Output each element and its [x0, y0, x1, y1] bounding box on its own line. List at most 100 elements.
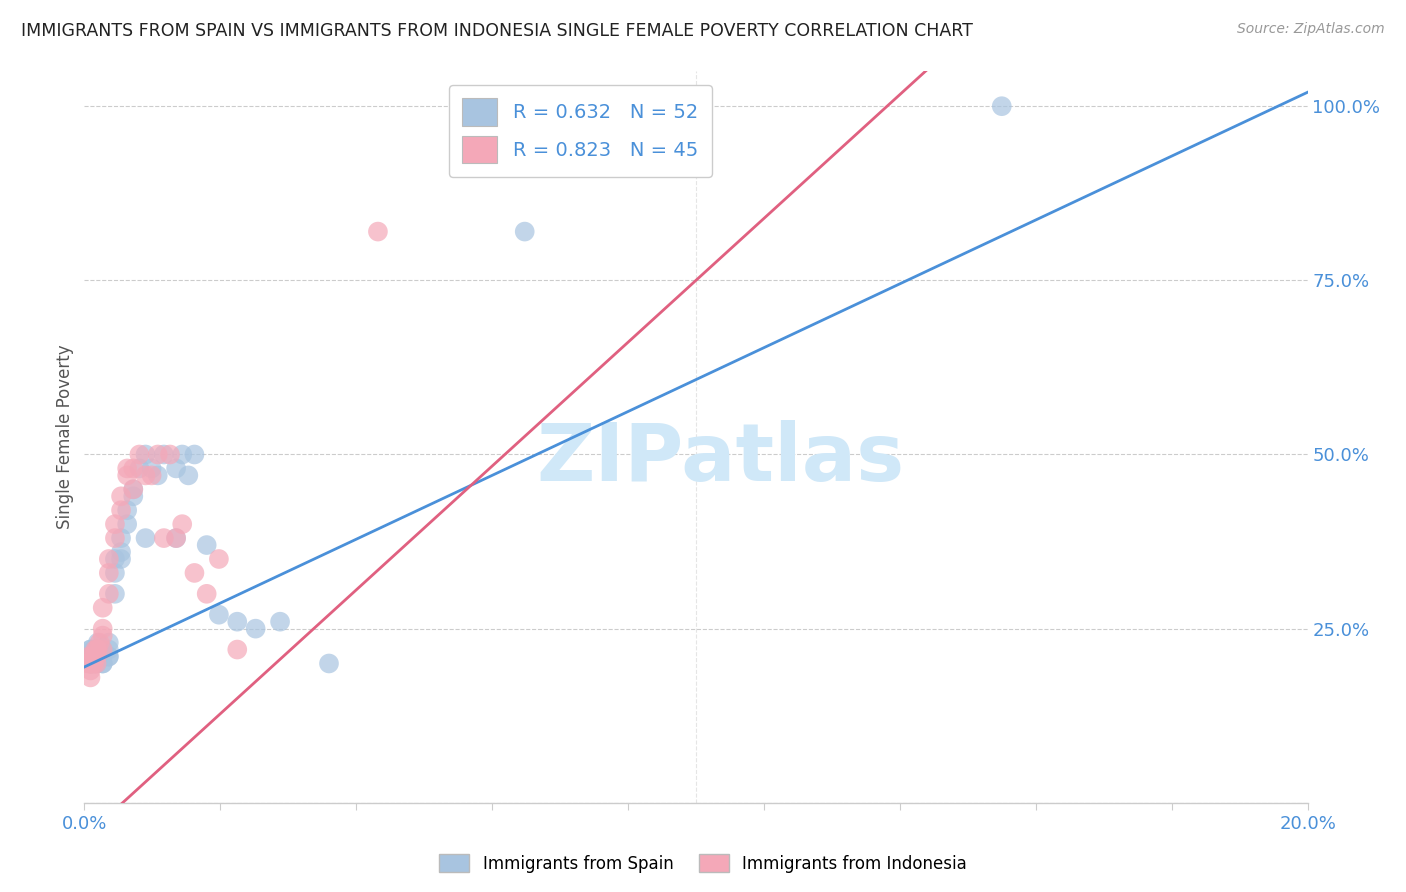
Point	[79, 657, 101, 671]
Point	[82, 649, 104, 664]
Point	[165, 461, 187, 475]
Point	[87, 635, 110, 649]
Point	[110, 531, 132, 545]
Point	[115, 461, 138, 475]
Point	[172, 448, 194, 462]
Point	[165, 531, 187, 545]
Point	[91, 657, 114, 671]
Point	[245, 622, 267, 636]
Point	[135, 531, 157, 545]
Point	[122, 483, 145, 497]
Point	[80, 649, 103, 664]
Point	[83, 657, 105, 671]
Point	[208, 552, 231, 566]
Point	[97, 649, 120, 664]
Point	[128, 448, 150, 462]
Point	[76, 657, 98, 671]
Point	[128, 461, 150, 475]
Point	[79, 657, 101, 671]
Point	[79, 642, 101, 657]
Point	[104, 552, 127, 566]
Point	[115, 517, 138, 532]
Point	[77, 649, 100, 664]
Point	[110, 503, 132, 517]
Point	[91, 649, 114, 664]
Text: Source: ZipAtlas.com: Source: ZipAtlas.com	[1237, 22, 1385, 37]
Point	[79, 642, 101, 657]
Point	[87, 642, 110, 657]
Point	[195, 587, 218, 601]
Point	[177, 468, 200, 483]
Point	[86, 642, 108, 657]
Point	[153, 448, 176, 462]
Y-axis label: Single Female Poverty: Single Female Poverty	[56, 345, 75, 529]
Point	[97, 566, 120, 580]
Point	[110, 545, 132, 559]
Point	[153, 531, 176, 545]
Point	[183, 448, 205, 462]
Point	[83, 642, 105, 657]
Point	[146, 468, 169, 483]
Point	[86, 649, 108, 664]
Point	[91, 657, 114, 671]
Point	[84, 642, 107, 657]
Point	[97, 635, 120, 649]
Point	[141, 468, 163, 483]
Point	[146, 448, 169, 462]
Point	[83, 657, 105, 671]
Point	[115, 503, 138, 517]
Point	[135, 468, 157, 483]
Point	[269, 615, 291, 629]
Text: ZIPatlas: ZIPatlas	[536, 420, 904, 498]
Point	[115, 468, 138, 483]
Legend: Immigrants from Spain, Immigrants from Indonesia: Immigrants from Spain, Immigrants from I…	[433, 847, 973, 880]
Point	[89, 635, 111, 649]
Point	[122, 483, 145, 497]
Point	[159, 448, 181, 462]
Point	[195, 538, 218, 552]
Point	[86, 642, 108, 657]
Point	[122, 461, 145, 475]
Point	[183, 566, 205, 580]
Point	[104, 517, 127, 532]
Point	[91, 629, 114, 643]
Point	[97, 642, 120, 657]
Point	[77, 657, 100, 671]
Point	[91, 642, 114, 657]
Text: IMMIGRANTS FROM SPAIN VS IMMIGRANTS FROM INDONESIA SINGLE FEMALE POVERTY CORRELA: IMMIGRANTS FROM SPAIN VS IMMIGRANTS FROM…	[21, 22, 973, 40]
Point	[77, 649, 100, 664]
Point	[226, 642, 249, 657]
Point	[86, 649, 108, 664]
Point	[367, 225, 389, 239]
Point	[97, 649, 120, 664]
Point	[104, 587, 127, 601]
Point	[318, 657, 340, 671]
Point	[79, 657, 101, 671]
Point	[79, 670, 101, 684]
Point	[82, 657, 104, 671]
Point	[110, 552, 132, 566]
Point	[97, 552, 120, 566]
Point	[110, 489, 132, 503]
Point	[122, 489, 145, 503]
Point	[80, 657, 103, 671]
Legend: R = 0.632   N = 52, R = 0.823   N = 45: R = 0.632 N = 52, R = 0.823 N = 45	[449, 85, 711, 177]
Point	[86, 657, 108, 671]
Point	[89, 649, 111, 664]
Point	[79, 657, 101, 671]
Point	[91, 622, 114, 636]
Point	[84, 649, 107, 664]
Point	[83, 649, 105, 664]
Point	[79, 664, 101, 678]
Point	[91, 600, 114, 615]
Point	[141, 461, 163, 475]
Point	[104, 566, 127, 580]
Point	[104, 531, 127, 545]
Point	[513, 225, 536, 239]
Point	[226, 615, 249, 629]
Point	[91, 642, 114, 657]
Point	[208, 607, 231, 622]
Point	[172, 517, 194, 532]
Point	[86, 657, 108, 671]
Point	[991, 99, 1014, 113]
